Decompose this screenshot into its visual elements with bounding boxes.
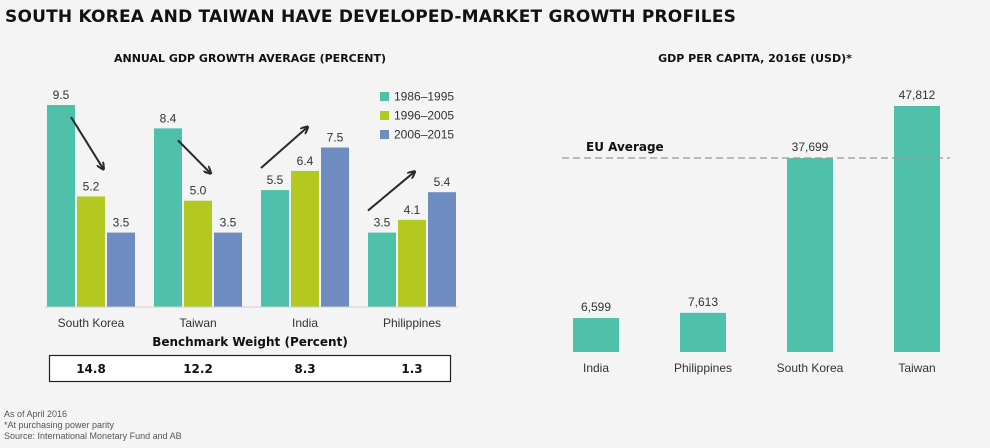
bar-value-label: 3.5 <box>220 216 237 230</box>
benchmark-value: 1.3 <box>401 362 422 376</box>
benchmark-label: Benchmark Weight (Percent) <box>152 335 348 349</box>
bar-taiwan-0 <box>154 128 182 307</box>
bar-value-label: 4.1 <box>404 203 421 217</box>
footnote-ppp: *At purchasing power parity <box>4 420 115 430</box>
bar-philippines <box>680 312 726 352</box>
footnote-source: Source: International Monetary Fund and … <box>4 431 182 441</box>
footnote-date: As of April 2016 <box>4 409 68 419</box>
page-title: SOUTH KOREA AND TAIWAN HAVE DEVELOPED-MA… <box>5 7 737 27</box>
legend-entry: 2006–2015 <box>394 128 454 142</box>
bar-value-label: 5.2 <box>83 179 100 193</box>
bar-value-label: 7,613 <box>688 295 718 309</box>
bar-india <box>573 318 619 352</box>
x-tick-label: Philippines <box>674 361 732 375</box>
bar-value-label: 6,599 <box>581 300 611 314</box>
bar-value-label: 5.0 <box>190 184 207 198</box>
gdp-chart-title: GDP PER CAPITA, 2016E (USD)* <box>658 52 852 65</box>
benchmark-value: 8.3 <box>294 362 315 376</box>
x-tick-label: South Korea <box>58 316 125 330</box>
x-tick-label: Taiwan <box>898 361 935 375</box>
bar-value-label: 37,699 <box>792 140 829 154</box>
growth-chart-title: ANNUAL GDP GROWTH AVERAGE (PERCENT) <box>114 52 386 65</box>
footnotes: As of April 2016 *At purchasing power pa… <box>4 409 182 442</box>
benchmark-value: 12.2 <box>183 362 213 376</box>
bar-india-1 <box>291 170 319 307</box>
x-tick-label: Taiwan <box>179 316 216 330</box>
trend-arrow-up <box>367 172 414 212</box>
bar-india-2 <box>321 147 349 307</box>
bar-value-label: 47,812 <box>899 88 936 102</box>
legend-entry: 1986–1995 <box>394 90 454 104</box>
benchmark-box <box>48 354 452 383</box>
bar-india-0 <box>261 190 289 307</box>
bar-taiwan <box>894 106 940 352</box>
benchmark-value: 14.8 <box>76 362 106 376</box>
bar-value-label: 3.5 <box>113 216 130 230</box>
bar-philippines-2 <box>428 192 456 307</box>
x-tick-label: Philippines <box>383 316 441 330</box>
legend-entry: 1996–2005 <box>394 109 454 123</box>
bar-value-label: 9.5 <box>53 88 70 102</box>
bar-south-korea-1 <box>77 196 105 307</box>
bar-south-korea-0 <box>47 105 75 307</box>
bar-value-label: 8.4 <box>160 111 177 125</box>
bar-taiwan-1 <box>184 200 212 307</box>
x-tick-label: South Korea <box>777 361 844 375</box>
eu-average-label: EU Average <box>586 140 664 154</box>
x-tick-label: India <box>292 316 318 330</box>
x-tick-label: India <box>583 361 609 375</box>
legend-swatch <box>380 111 389 120</box>
bar-value-label: 6.4 <box>297 154 314 168</box>
trend-arrow-down <box>70 116 103 168</box>
legend-swatch <box>380 130 389 139</box>
trend-arrow-down <box>177 139 210 172</box>
trend-arrow-up <box>260 128 307 169</box>
bar-south-korea <box>787 158 833 352</box>
bar-south-korea-2 <box>107 232 135 307</box>
bar-value-label: 7.5 <box>327 131 344 145</box>
bar-value-label: 3.5 <box>374 216 391 230</box>
bar-philippines-1 <box>398 219 426 307</box>
bar-philippines-0 <box>368 232 396 307</box>
bar-value-label: 5.4 <box>434 175 451 189</box>
bar-taiwan-2 <box>214 232 242 307</box>
legend-swatch <box>380 92 389 101</box>
bar-value-label: 5.5 <box>267 173 284 187</box>
